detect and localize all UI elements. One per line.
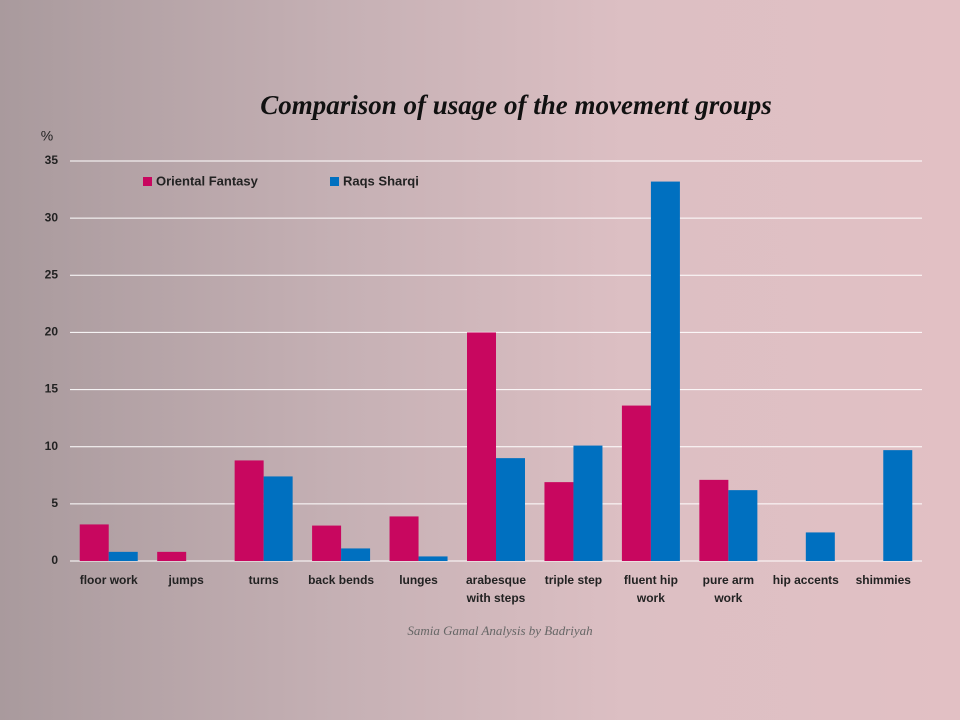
bar (573, 445, 603, 561)
y-tick-label: 25 (45, 267, 59, 281)
bar (157, 551, 187, 561)
x-tick-label: arabesque with steps (465, 573, 527, 605)
bar (234, 460, 264, 561)
chart-title: Comparison of usage of the movement grou… (260, 90, 772, 120)
x-tick-label: triple step (544, 573, 603, 587)
x-tick-label: pure arm work (702, 573, 755, 605)
bar (418, 556, 448, 561)
bar (389, 516, 419, 561)
y-tick-label: 5 (51, 496, 58, 510)
y-axis-label: % (41, 128, 53, 144)
bar (728, 490, 758, 561)
bar (650, 181, 680, 562)
bar (621, 405, 651, 561)
x-tick-label: hip accents (772, 573, 839, 587)
bar (108, 551, 138, 561)
bar (79, 524, 109, 561)
bar (312, 525, 342, 561)
legend-swatch (143, 177, 152, 186)
bar (805, 532, 835, 561)
legend-swatch (330, 177, 339, 186)
bar (496, 458, 525, 561)
legend-label: Oriental Fantasy (156, 173, 259, 188)
x-tick-label: floor work (79, 573, 138, 587)
y-tick-label: 20 (45, 325, 59, 339)
y-tick-label: 15 (45, 382, 59, 396)
x-tick-label: turns (248, 573, 279, 587)
footer: Samia Gamal Analysis by Badriyah (407, 623, 592, 638)
bar (544, 482, 574, 561)
bar (341, 548, 371, 561)
x-tick-label: fluent hip work (623, 573, 678, 605)
y-tick-label: 35 (45, 153, 59, 167)
legend-label: Raqs Sharqi (343, 173, 419, 188)
y-tick-label: 30 (45, 210, 59, 224)
bar (883, 450, 913, 561)
x-tick-label: lunges (399, 573, 438, 587)
y-tick-label: 0 (51, 553, 58, 567)
x-tick-label: back bends (308, 573, 375, 587)
bar (699, 479, 729, 561)
bar (467, 332, 496, 561)
x-tick-label: jumps (168, 573, 204, 587)
y-tick-label: 10 (45, 439, 59, 453)
x-tick-label: shimmies (855, 573, 911, 587)
bar (263, 476, 293, 561)
